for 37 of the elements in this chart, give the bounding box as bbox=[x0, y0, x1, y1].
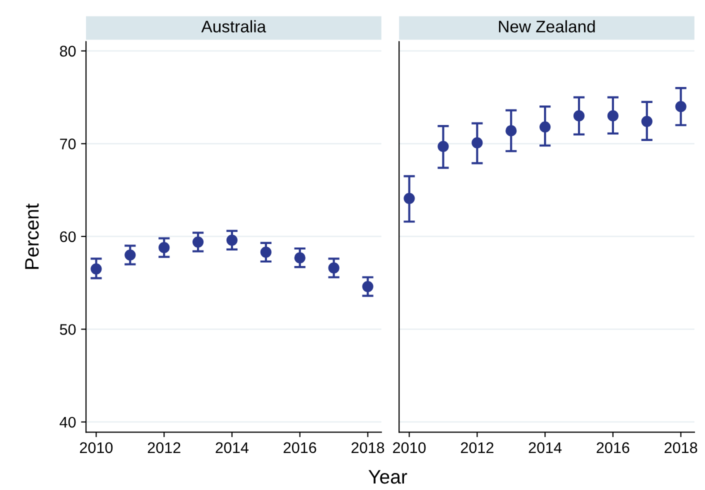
point bbox=[226, 234, 238, 246]
y-tick-label: 60 bbox=[60, 231, 76, 242]
x-tick-label: 2012 bbox=[460, 442, 494, 454]
x-tick-label: 2018 bbox=[352, 442, 384, 454]
point bbox=[260, 246, 272, 258]
point bbox=[506, 125, 517, 136]
y-tick-label: 70 bbox=[60, 138, 76, 150]
point bbox=[438, 140, 449, 152]
x-tick-label: 2014 bbox=[216, 442, 249, 454]
x-axis-title: Year bbox=[368, 470, 408, 484]
y-tick-label: 40 bbox=[60, 416, 76, 428]
y-axis-title: Percent bbox=[25, 204, 39, 269]
point bbox=[90, 263, 102, 274]
point bbox=[328, 262, 340, 274]
point bbox=[294, 252, 306, 264]
point bbox=[158, 242, 170, 254]
x-tick-label: 2018 bbox=[664, 442, 698, 454]
point bbox=[192, 236, 204, 248]
x-tick-label: 2012 bbox=[148, 442, 180, 454]
point bbox=[573, 110, 585, 122]
x-tick-label: 2010 bbox=[80, 442, 113, 454]
x-tick-label: 2010 bbox=[393, 442, 426, 454]
point bbox=[607, 110, 619, 122]
point bbox=[675, 101, 686, 112]
x-tick-label: 2016 bbox=[596, 442, 630, 454]
chart-title: New Zealand bbox=[499, 20, 595, 32]
chart-title: Australia bbox=[201, 20, 266, 32]
point bbox=[540, 121, 551, 133]
x-tick-label: 2014 bbox=[528, 442, 562, 454]
x-tick-label: 2016 bbox=[284, 442, 316, 454]
point bbox=[124, 249, 136, 261]
point bbox=[641, 116, 652, 127]
point bbox=[404, 192, 415, 204]
point bbox=[472, 137, 483, 148]
y-tick-label: 50 bbox=[60, 324, 76, 335]
y-tick-label: 80 bbox=[60, 46, 76, 57]
point bbox=[362, 280, 374, 292]
